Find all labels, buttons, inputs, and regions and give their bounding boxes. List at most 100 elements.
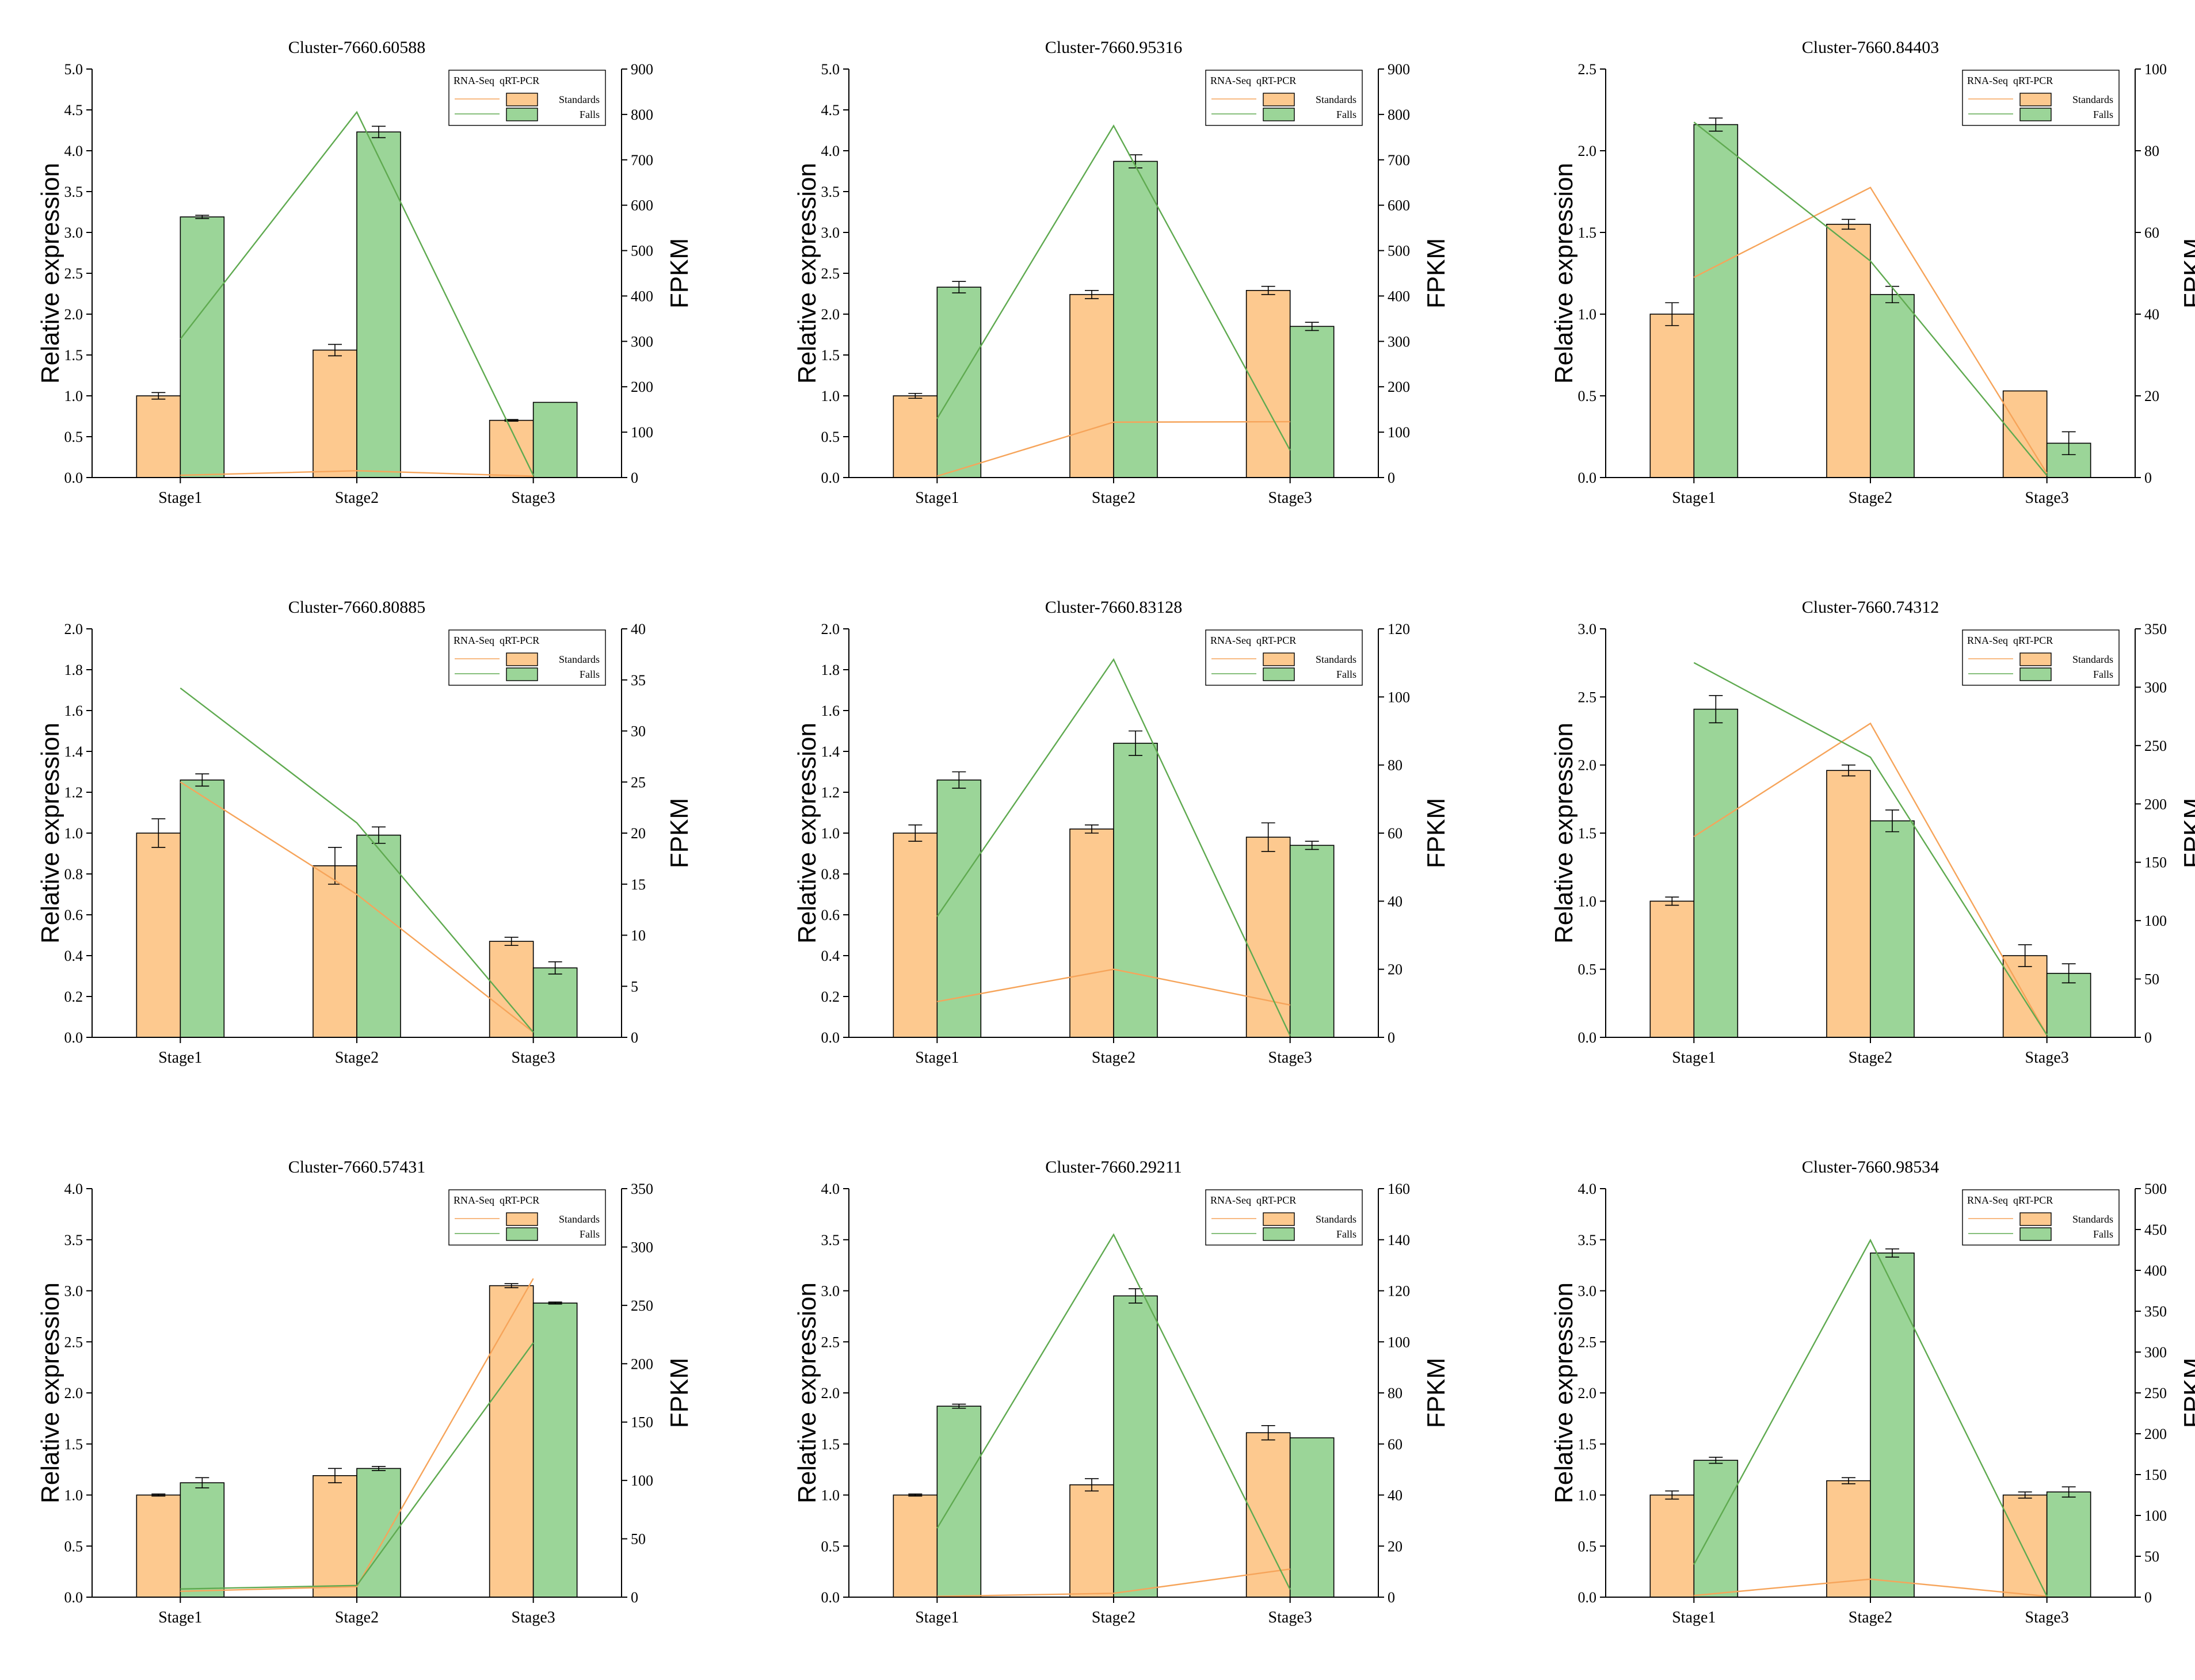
y-tick-label: 0.5 [1578, 1538, 1597, 1555]
y2-tick-label: 200 [631, 1356, 653, 1372]
y-tick-label: 5.0 [64, 61, 83, 78]
x-tick-label: Stage2 [335, 1609, 379, 1626]
legend-header-rnaseq: RNA-Seq [1967, 75, 2008, 86]
x-tick-label: Stage2 [1092, 1049, 1135, 1067]
y2-axis-title: FPKM [2179, 238, 2195, 308]
x-tick-label: Stage3 [2025, 1049, 2069, 1067]
y-tick-label: 4.0 [821, 143, 840, 159]
y-tick-label: 2.0 [1578, 1385, 1597, 1402]
legend-swatch-falls [2019, 108, 2052, 121]
y2-tick-label: 20 [1388, 1538, 1403, 1555]
legend-header-qrtpcr: qRT-PCR [500, 75, 539, 86]
y-tick-label: 3.0 [1578, 1283, 1597, 1300]
bar-falls-stage3 [1289, 326, 1335, 478]
line-standards [180, 469, 533, 477]
bar-falls-stage2 [1870, 1253, 1915, 1598]
bar-falls-stage2 [1113, 1295, 1158, 1598]
legend-label-falls: Falls [2093, 109, 2113, 120]
legend: RNA-Seq qRT-PCR Standards Falls [1205, 629, 1363, 686]
bar-falls-stage2 [356, 834, 401, 1038]
y-tick-label: 5.0 [821, 61, 840, 78]
line-standards [180, 781, 534, 1033]
y2-tick-label: 40 [2144, 306, 2159, 323]
legend-swatch-standards [506, 652, 538, 666]
y2-tick-label: 100 [1388, 689, 1410, 705]
y-tick-label: 3.0 [1578, 621, 1597, 637]
y-tick-label: 1.2 [821, 784, 840, 801]
y-tick-label: 2.0 [64, 306, 83, 323]
y2-axis-title: FPKM [665, 238, 693, 308]
chart-svg: Cluster-7660.29211 0.0 0.5 1.0 1.5 2.0 2.5 3.0 3… [793, 1158, 1450, 1626]
y2-tick-label: 300 [631, 1239, 653, 1255]
bar-standards-stage2 [1069, 1484, 1114, 1598]
bar-standards-stage3 [1245, 837, 1291, 1038]
bar-standards-stage2 [1826, 1480, 1871, 1598]
bar-standards-stage1 [136, 833, 181, 1038]
bar-standards-stage3 [1245, 290, 1291, 478]
bar-falls-stage1 [936, 1406, 982, 1598]
y2-tick-label: 0 [1388, 469, 1395, 486]
x-tick-label: Stage1 [915, 1609, 959, 1626]
chart-title: Cluster-7660.95316 [1045, 38, 1183, 57]
chart-panel-1: Cluster-7660.60588 0.0 0.5 1.0 1.5 2.0 2.5 3.0 3… [0, 0, 731, 560]
y2-tick-label: 100 [2144, 912, 2167, 929]
legend-swatch-falls [506, 667, 538, 681]
bar-falls-stage3 [2046, 1491, 2091, 1598]
y-tick-label: 2.0 [821, 621, 840, 637]
y-tick-label: 1.6 [64, 702, 83, 719]
y2-tick-label: 250 [2144, 738, 2167, 754]
y2-tick-label: 150 [631, 1414, 653, 1431]
y2-tick-label: 0 [631, 1589, 638, 1606]
line-falls [180, 687, 534, 1033]
bar-standards-stage3 [2002, 390, 2048, 478]
legend-swatch-falls [1263, 667, 1295, 681]
bar-standards-stage2 [313, 1475, 357, 1598]
legend-swatch-standards [2019, 93, 2052, 106]
y2-tick-label: 300 [631, 333, 653, 350]
y-tick-label: 4.0 [821, 1181, 840, 1197]
y2-tick-label: 400 [631, 288, 653, 304]
chart-panel-5: Cluster-7660.83128 0.0 0.2 0.4 0.6 0.8 1.0 1.2 1… [757, 560, 1488, 1120]
legend-header-qrtpcr: qRT-PCR [2013, 1194, 2053, 1206]
y-tick-label: 1.0 [64, 825, 83, 842]
y-tick-label: 0.0 [64, 469, 83, 486]
bar-falls-stage3 [1289, 845, 1335, 1038]
bar-falls-stage1 [180, 779, 225, 1038]
legend-swatch-standards [1263, 1212, 1295, 1226]
line-falls [1693, 1238, 2048, 1597]
legend-header-rnaseq: RNA-Seq [1210, 75, 1251, 86]
y2-tick-label: 100 [1388, 1334, 1410, 1350]
y-tick-label: 3.5 [821, 184, 840, 200]
y-tick-label: 1.0 [821, 825, 840, 842]
legend-header-qrtpcr: qRT-PCR [500, 1194, 539, 1206]
legend-header-qrtpcr: qRT-PCR [1256, 635, 1296, 646]
y2-tick-label: 60 [1388, 825, 1403, 842]
x-tick-label: Stage2 [1849, 1609, 1892, 1626]
chart-title: Cluster-7660.60588 [288, 38, 426, 57]
line-falls [180, 1342, 534, 1590]
chart-panel-6: Cluster-7660.74312 0.0 0.5 1.0 1.5 2.0 2.5 3.0 0… [1514, 560, 2195, 1120]
x-tick-label: Stage3 [1268, 489, 1312, 507]
x-tick-label: Stage3 [2025, 1609, 2069, 1626]
x-tick-label: Stage2 [1092, 489, 1135, 507]
y-tick-label: 0.0 [64, 1029, 83, 1046]
line-standards [180, 1278, 534, 1593]
y-tick-label: 1.5 [821, 1436, 840, 1453]
y-axis-title: Relative expression [1550, 1282, 1578, 1503]
y2-tick-label: 40 [1388, 1487, 1403, 1504]
bar-standards-stage1 [136, 1494, 181, 1598]
y-tick-label: 2.5 [821, 1334, 840, 1350]
y2-tick-label: 80 [1388, 757, 1403, 774]
chart-svg: Cluster-7660.95316 0.0 0.5 1.0 1.5 2.0 2.5 3.0 3… [793, 38, 1450, 507]
y-axis-title: Relative expression [36, 723, 64, 944]
bar-falls-stage2 [1113, 742, 1158, 1038]
legend-label-falls: Falls [2093, 669, 2113, 680]
bar-falls-stage2 [1870, 820, 1915, 1038]
legend-label-standards: Standards [1316, 654, 1356, 665]
y2-tick-label: 900 [1388, 61, 1410, 78]
y-tick-label: 1.0 [1578, 893, 1597, 910]
y2-tick-label: 450 [2144, 1221, 2167, 1238]
legend-header-rnaseq: RNA-Seq [454, 75, 494, 86]
y2-tick-label: 0 [1388, 1589, 1395, 1606]
y-tick-label: 3.0 [64, 224, 83, 241]
